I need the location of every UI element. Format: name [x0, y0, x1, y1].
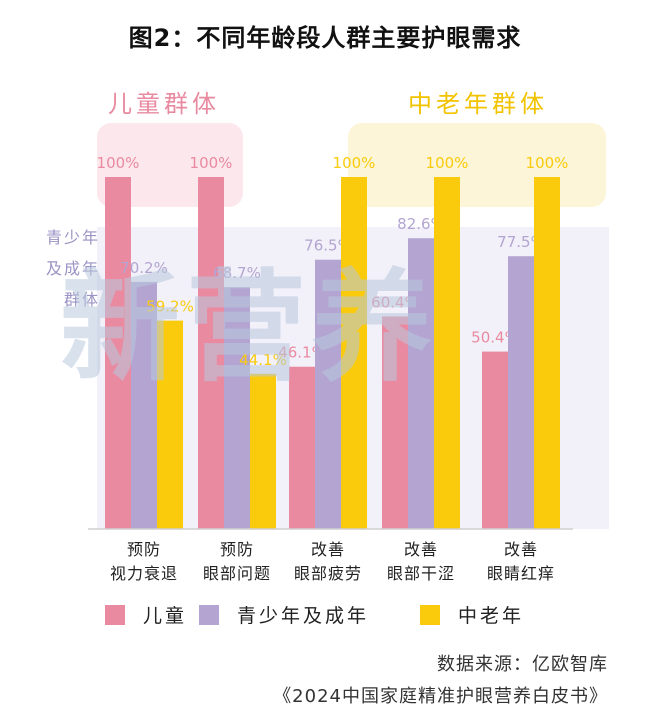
value-label: 50.4%: [471, 329, 519, 347]
bar-0-1: [198, 177, 224, 529]
adult-group-label: 青少年 及成年 群体: [30, 222, 100, 315]
bar-0-0: [105, 177, 131, 529]
category-label: 预防: [127, 540, 161, 559]
value-label: 82.6%: [397, 215, 445, 233]
elderly-group-label: 中老年群体: [408, 90, 548, 118]
value-label: 44.1%: [239, 351, 287, 369]
value-label: 100%: [426, 154, 469, 172]
bar-2-1: [250, 373, 276, 529]
legend-swatch: [105, 605, 125, 625]
chart-title: 图2：不同年龄段人群主要护眼需求: [128, 24, 522, 52]
bar-2-3: [434, 177, 460, 529]
bar-2-2: [341, 177, 367, 529]
value-label: 100%: [526, 154, 569, 172]
value-label: 77.5%: [497, 233, 545, 251]
adult-label-line: 群体: [63, 290, 100, 309]
value-label: 46.1%: [278, 344, 326, 362]
bar-1-2: [315, 259, 341, 529]
source-report: 《2024中国家庭精准护眼营养白皮书》: [273, 686, 608, 707]
value-label: 100%: [190, 154, 233, 172]
value-label: 76.5%: [304, 237, 352, 255]
legend-label: 儿童: [143, 605, 187, 627]
bar-1-3: [408, 238, 434, 530]
bar-0-3: [382, 316, 408, 529]
category-label: 眼部问题: [203, 564, 271, 583]
legend-label: 青少年及成年: [237, 605, 369, 627]
category-label: 预防: [220, 540, 254, 559]
bar-2-0: [157, 320, 183, 529]
legend-label: 中老年: [458, 605, 524, 627]
children-group-label: 儿童群体: [108, 90, 220, 118]
bar-1-0: [131, 281, 157, 529]
bar-0-4: [482, 351, 508, 529]
legend-swatch: [199, 605, 219, 625]
value-label: 70.2%: [120, 259, 168, 277]
value-label: 100%: [333, 154, 376, 172]
bar-1-1: [224, 287, 250, 529]
category-label: 改善: [404, 540, 438, 559]
value-label: 60.4%: [371, 293, 419, 311]
category-label: 眼睛红痒: [487, 564, 555, 583]
category-label: 眼部疲劳: [294, 564, 362, 583]
bar-0-2: [289, 366, 315, 529]
source-line: 数据来源：亿欧智库: [437, 654, 608, 675]
value-label: 100%: [97, 154, 140, 172]
legend-swatch: [420, 605, 440, 625]
adult-label-line: 及成年: [45, 259, 100, 278]
category-label: 改善: [504, 540, 538, 559]
category-label: 改善: [311, 540, 345, 559]
value-label: 68.7%: [213, 264, 261, 282]
category-label: 视力衰退: [110, 564, 178, 583]
value-label: 59.2%: [146, 298, 194, 316]
bar-1-4: [508, 256, 534, 529]
category-label: 眼部干涩: [387, 564, 455, 583]
adult-label-line: 青少年: [45, 228, 100, 247]
bar-2-4: [534, 177, 560, 529]
